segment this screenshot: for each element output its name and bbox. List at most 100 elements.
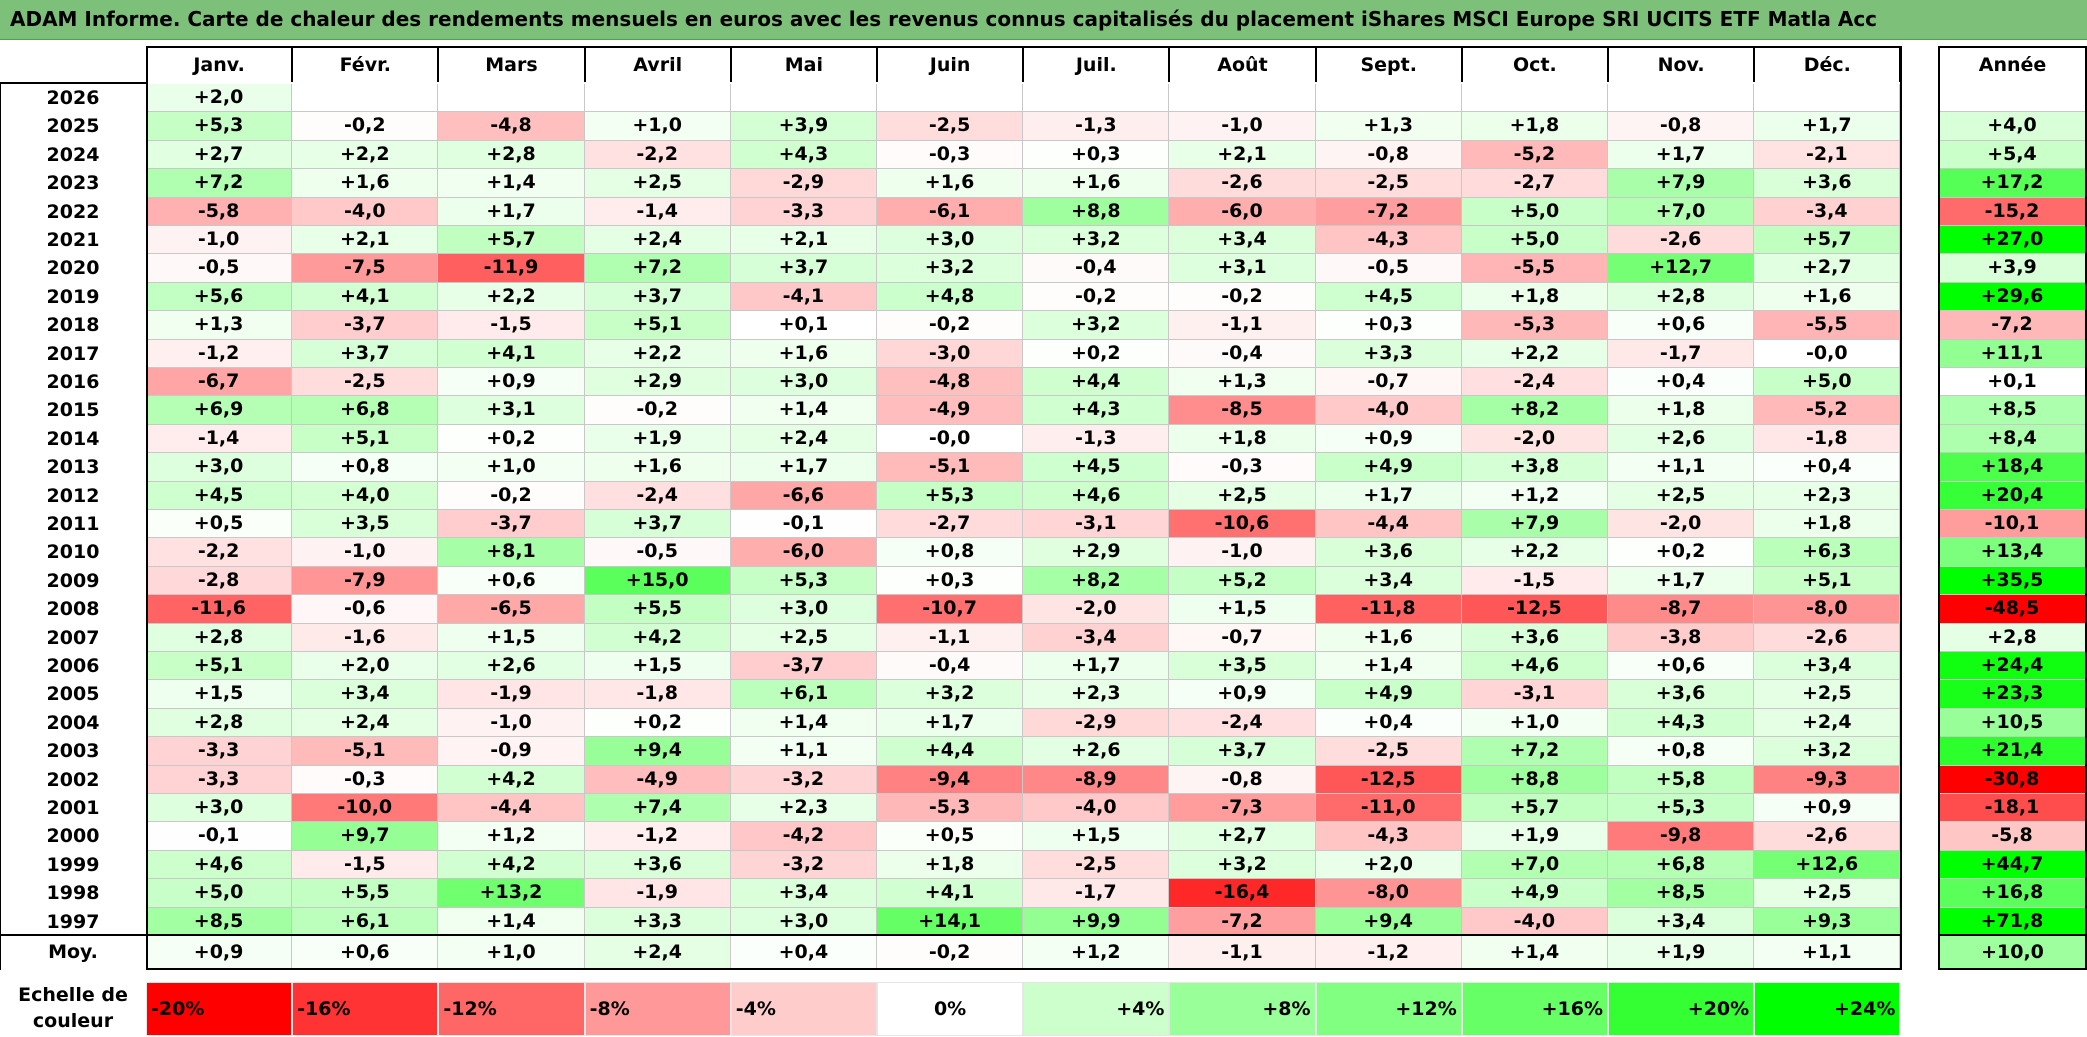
heatmap-cell: +3,6 — [1315, 538, 1462, 567]
heatmap-cell: -4,3 — [1315, 226, 1462, 255]
heatmap-cell: -4,9 — [877, 396, 1024, 425]
heatmap-cell: -0,2 — [877, 311, 1024, 340]
title-bar: ADAM Informe. Carte de chaleur des rende… — [0, 0, 2087, 40]
heatmap-cell: +0,6 — [1608, 311, 1755, 340]
annual-cell: +21,4 — [1938, 737, 2087, 766]
heatmap-cell: -2,6 — [1754, 623, 1901, 652]
heatmap-cell: +2,0 — [146, 84, 293, 113]
heatmap-cell: +8,2 — [1023, 566, 1170, 596]
heatmap-cell: -2,7 — [1461, 169, 1608, 198]
average-cell: -1,2 — [1315, 936, 1462, 970]
heatmap-cell: +2,4 — [1754, 708, 1901, 738]
row-year-label: 2026 — [0, 84, 146, 113]
annual-cell — [1938, 84, 2087, 113]
heatmap-cell: -5,1 — [292, 737, 439, 766]
column-header: Mai — [730, 46, 877, 82]
heatmap-cell: +5,7 — [1461, 794, 1608, 823]
heatmap-cell: +2,1 — [292, 226, 439, 255]
row-year-label: 1998 — [0, 879, 146, 908]
year-column-header: Année — [1938, 46, 2087, 82]
heatmap-cell: -2,5 — [1315, 169, 1462, 198]
heatmap-cell: +1,4 — [730, 396, 877, 425]
heatmap-cell: +3,0 — [877, 226, 1024, 255]
heatmap-cell: +2,5 — [1754, 680, 1901, 709]
annual-cell: -15,2 — [1938, 197, 2087, 226]
heatmap-cell: +4,3 — [1023, 396, 1170, 425]
column-header: Janv. — [146, 46, 293, 82]
heatmap-cell: -2,2 — [584, 140, 731, 170]
heatmap-cell: +0,9 — [1315, 424, 1462, 454]
heatmap-cell: -11,8 — [1315, 595, 1462, 624]
heatmap-cell: -9,4 — [877, 765, 1024, 794]
heatmap-cell: +3,0 — [146, 794, 293, 823]
heatmap-cell: -6,0 — [1169, 197, 1316, 226]
heatmap-cell: -0,5 — [1315, 254, 1462, 283]
row-year-label: 1997 — [0, 907, 146, 936]
heatmap-cell: -3,3 — [730, 197, 877, 226]
row-year-label: 2006 — [0, 652, 146, 681]
color-scale-step: 0% — [877, 982, 1024, 1036]
heatmap-cell: -3,7 — [730, 652, 877, 681]
heatmap-cell — [1754, 84, 1901, 113]
average-cell: +1,2 — [1023, 936, 1170, 970]
heatmap-cell: -0,6 — [292, 595, 439, 624]
color-scale-step: +4% — [1023, 982, 1170, 1036]
heatmap-cell: -3,0 — [877, 339, 1024, 368]
average-cell: +0,6 — [292, 936, 439, 970]
heatmap-cell: +3,1 — [1169, 254, 1316, 283]
heatmap-cell: +0,6 — [1608, 652, 1755, 681]
heatmap-cell: +5,3 — [1608, 794, 1755, 823]
heatmap-cell: -2,8 — [146, 566, 293, 596]
annual-cell: +20,4 — [1938, 481, 2087, 510]
heatmap-cell: +8,8 — [1023, 197, 1170, 226]
heatmap-cell: +1,2 — [438, 822, 585, 851]
heatmap-cell: +4,1 — [877, 879, 1024, 908]
column-header: Nov. — [1608, 46, 1755, 82]
heatmap-cell: -6,1 — [877, 197, 1024, 226]
heatmap-cell: +6,8 — [1608, 850, 1755, 880]
heatmap-cell: +1,8 — [877, 850, 1024, 880]
heatmap-cell: +2,3 — [1023, 680, 1170, 709]
heatmap-cell: -4,1 — [730, 282, 877, 312]
heatmap-cell: +0,9 — [1754, 794, 1901, 823]
heatmap-cell: -4,0 — [292, 197, 439, 226]
heatmap-cell: +3,2 — [1023, 226, 1170, 255]
heatmap-cell: +9,4 — [584, 737, 731, 766]
heatmap-cell: +4,6 — [146, 850, 293, 880]
average-cell: -1,1 — [1169, 936, 1316, 970]
heatmap-cell: -12,5 — [1315, 765, 1462, 794]
heatmap-cell: -1,5 — [1461, 566, 1608, 596]
heatmap-cell: +0,8 — [1608, 737, 1755, 766]
heatmap-cell: -5,2 — [1754, 396, 1901, 425]
heatmap-cell: +2,7 — [1169, 822, 1316, 851]
heatmap-cell: +9,7 — [292, 822, 439, 851]
heatmap-cell: +5,1 — [146, 652, 293, 681]
heatmap-cell: +2,9 — [584, 368, 731, 397]
heatmap-cell: -1,9 — [438, 680, 585, 709]
heatmap-cell — [1023, 84, 1170, 113]
heatmap-cell: +4,4 — [877, 737, 1024, 766]
annual-cell: +24,4 — [1938, 652, 2087, 681]
heatmap-cell: -0,8 — [1608, 112, 1755, 141]
heatmap-cell: +1,3 — [1315, 112, 1462, 141]
heatmap-cell: -0,3 — [1169, 453, 1316, 482]
heatmap-cell: +3,4 — [1315, 566, 1462, 596]
heatmap-cell — [1169, 84, 1316, 113]
heatmap-cell: +1,4 — [730, 708, 877, 738]
column-header: Déc. — [1754, 46, 1901, 82]
heatmap-cell: +0,9 — [1169, 680, 1316, 709]
annual-cell: -18,1 — [1938, 794, 2087, 823]
heatmap-cell: -3,2 — [730, 765, 877, 794]
heatmap-cell: -1,4 — [146, 424, 293, 454]
annual-cell: +0,1 — [1938, 368, 2087, 397]
heatmap-cell: +4,5 — [1315, 282, 1462, 312]
heatmap-cell: +4,3 — [1608, 708, 1755, 738]
heatmap-cell: +1,5 — [146, 680, 293, 709]
average-cell: +1,1 — [1754, 936, 1901, 970]
heatmap-cell: -4,9 — [584, 765, 731, 794]
heatmap-cell: +0,2 — [1023, 339, 1170, 368]
heatmap-cell — [1608, 84, 1755, 113]
heatmap-cell: +7,9 — [1461, 510, 1608, 539]
heatmap-cell: +5,7 — [438, 226, 585, 255]
heatmap-cell: -2,5 — [1315, 737, 1462, 766]
